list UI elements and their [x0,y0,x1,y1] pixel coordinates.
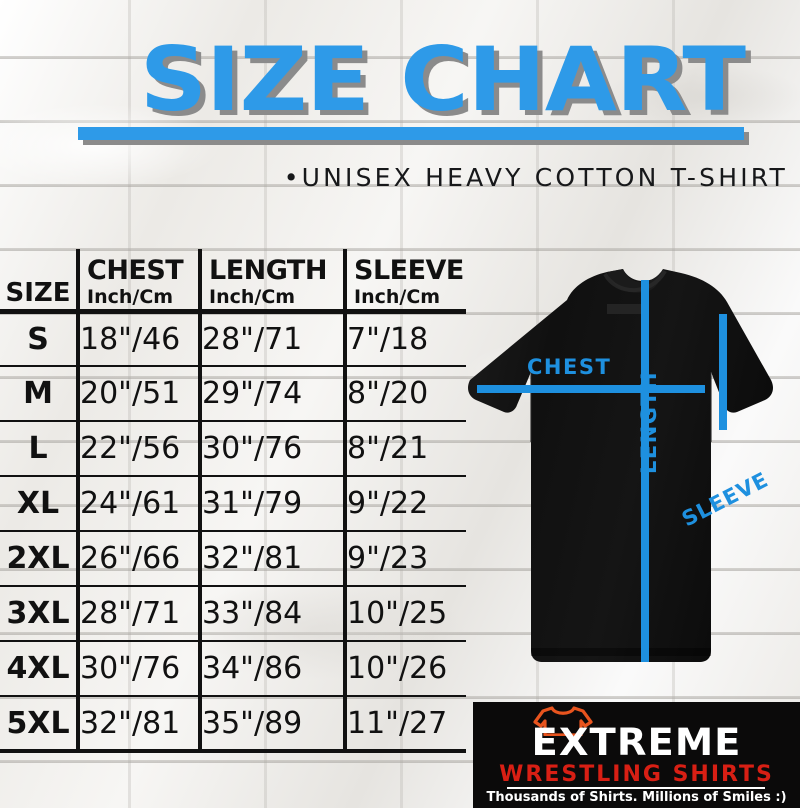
cell-length: 30"/76 [200,421,347,477]
size-table-header: SIZE CHEST Inch/Cm LENGTH Inch/Cm SLEEVE… [0,249,466,314]
cell-chest: 28"/71 [78,586,202,642]
cell-length: 28"/71 [200,311,347,367]
cell-chest: 18"/46 [78,311,202,367]
cell-size: S [0,311,80,367]
cell-length: 35"/89 [200,696,347,753]
column-header-chest-unit: Inch/Cm [87,285,174,308]
cell-sleeve: 8"/21 [345,421,466,477]
cell-chest: 30"/76 [78,641,202,697]
brand-logo: EXTREME WRESTLING SHIRTS Thousands of Sh… [473,702,800,808]
cell-sleeve: 10"/25 [345,586,466,642]
page-title: SIZE CHART [139,28,746,131]
title-underline-bar [78,127,744,140]
cell-chest: 26"/66 [78,531,202,587]
column-header-sleeve-label: SLEEVE [354,254,464,286]
tshirt-graphic [468,269,773,662]
cell-size: 2XL [0,531,80,587]
cell-length: 33"/84 [200,586,347,642]
cell-size: M [0,366,80,422]
cell-chest: 22"/56 [78,421,202,477]
header-row: SIZE CHEST Inch/Cm LENGTH Inch/Cm SLEEVE… [0,249,466,314]
cell-size: 3XL [0,586,80,642]
cell-sleeve: 9"/23 [345,531,466,587]
column-header-chest-label: CHEST [87,254,184,286]
size-table-container: SIZE CHEST Inch/Cm LENGTH Inch/Cm SLEEVE… [0,249,466,753]
cell-sleeve: 11"/27 [345,696,466,753]
tshirt-illustration: SLEEVE CHEST LENGTH [455,252,800,682]
logo-brand-text: EXTREME [531,721,742,764]
table-row: 3XL 28"/71 33"/84 10"/25 [0,586,466,642]
header: SIZE CHART •UNISEX HEAVY COTTON T-SHIRT [0,0,800,215]
hem-shadow [531,648,711,656]
cell-size: L [0,421,80,477]
collar-rib [603,269,667,293]
cell-length: 34"/86 [200,641,347,697]
cell-length: 31"/79 [200,476,347,532]
cell-chest: 24"/61 [78,476,202,532]
cell-size: 5XL [0,696,80,753]
logo-tagline-text: Thousands of Shirts. Millions of Smiles … [486,790,787,805]
column-header-sleeve-unit: Inch/Cm [354,285,441,308]
page-subtitle: •UNISEX HEAVY COTTON T-SHIRT [283,163,788,192]
column-header-sleeve: SLEEVE Inch/Cm [345,249,466,314]
cell-sleeve: 7"/18 [345,311,466,367]
cell-chest: 20"/51 [78,366,202,422]
column-header-length-label: LENGTH [209,254,327,286]
table-row: XL 24"/61 31"/79 9"/22 [0,476,466,532]
table-row: 2XL 26"/66 32"/81 9"/23 [0,531,466,587]
column-header-length: LENGTH Inch/Cm [200,249,347,314]
table-row: M 20"/51 29"/74 8"/20 [0,366,466,422]
cell-length: 32"/81 [200,531,347,587]
tshirt-body-shape [468,269,773,662]
tshirt-outline-icon [533,706,593,736]
size-table: SIZE CHEST Inch/Cm LENGTH Inch/Cm SLEEVE… [0,249,466,753]
table-row: L 22"/56 30"/76 8"/21 [0,421,466,477]
cell-length: 29"/74 [200,366,347,422]
column-header-size-label: SIZE [5,277,71,308]
logo-sub-brand-text: WRESTLING SHIRTS [499,762,774,787]
chest-label: CHEST [527,355,612,379]
cell-sleeve: 9"/22 [345,476,466,532]
logo-divider [507,787,765,789]
column-header-length-unit: Inch/Cm [209,285,296,308]
column-header-size: SIZE [0,249,80,314]
size-table-body: S 18"/46 28"/71 7"/18 M 20"/51 29"/74 8"… [0,311,466,753]
table-row: 5XL 32"/81 35"/89 11"/27 [0,696,466,753]
length-label: LENGTH [637,370,661,474]
cell-size: 4XL [0,641,80,697]
table-row: 4XL 30"/76 34"/86 10"/26 [0,641,466,697]
cell-size: XL [0,476,80,532]
column-header-chest: CHEST Inch/Cm [78,249,202,314]
neck-tag [607,304,641,314]
table-row: S 18"/46 28"/71 7"/18 [0,311,466,367]
cell-sleeve: 8"/20 [345,366,466,422]
cell-chest: 32"/81 [78,696,202,753]
cell-sleeve: 10"/26 [345,641,466,697]
